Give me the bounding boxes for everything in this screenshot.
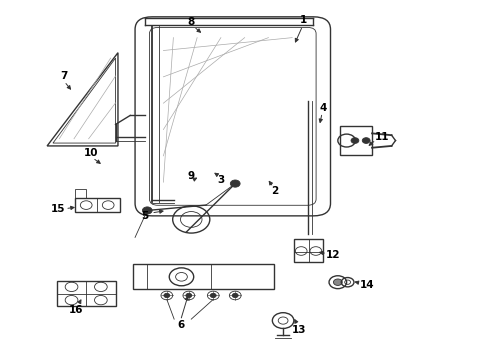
Text: 11: 11 [374, 132, 389, 142]
Circle shape [351, 138, 359, 143]
Text: 13: 13 [292, 325, 306, 335]
Circle shape [333, 279, 342, 285]
Text: 8: 8 [188, 17, 195, 27]
Circle shape [232, 293, 238, 298]
Circle shape [143, 207, 152, 214]
Text: 1: 1 [300, 15, 307, 26]
Text: 6: 6 [178, 320, 185, 330]
Circle shape [210, 293, 216, 298]
Circle shape [362, 138, 370, 143]
Text: 3: 3 [217, 175, 224, 185]
Text: 16: 16 [69, 305, 84, 315]
Circle shape [230, 180, 240, 187]
Text: 10: 10 [84, 148, 98, 158]
Text: 14: 14 [360, 280, 374, 290]
Text: 12: 12 [326, 250, 340, 260]
Text: 7: 7 [61, 71, 68, 81]
Circle shape [186, 293, 192, 298]
Text: 4: 4 [319, 103, 327, 113]
Circle shape [164, 293, 170, 298]
Text: 2: 2 [270, 186, 278, 196]
Text: 9: 9 [188, 171, 195, 181]
Text: 15: 15 [51, 204, 66, 215]
Text: 5: 5 [141, 211, 148, 221]
